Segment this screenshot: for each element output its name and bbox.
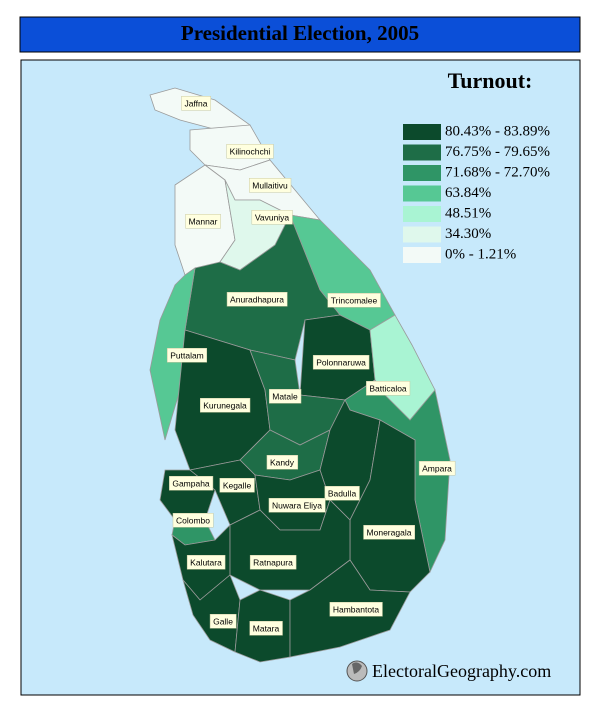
district-label: Matara: [253, 623, 280, 633]
footer-logo: [346, 660, 368, 682]
legend-label: 76.75% - 79.65%: [445, 144, 550, 160]
district-label: Mullaitivu: [252, 180, 288, 190]
legend-swatch: [403, 144, 441, 161]
district-label: Colombo: [176, 515, 210, 525]
title-bar: [19, 16, 581, 53]
label-box: [209, 614, 237, 629]
district-label: Anuradhapura: [230, 294, 284, 304]
district-label: Ratnapura: [253, 557, 293, 567]
label-box: [249, 621, 283, 636]
district-label: Puttalam: [170, 350, 204, 360]
district-label: Polonnaruwa: [316, 357, 366, 367]
label-box: [181, 96, 212, 111]
legend-swatch: [403, 206, 441, 222]
label-box: [366, 381, 411, 396]
legend-label: 0% - 1.21%: [445, 246, 516, 262]
legend-label: 71.68% - 72.70%: [445, 164, 550, 180]
district-label: Trincomalee: [331, 295, 378, 305]
legend-label: 34.30%: [445, 226, 491, 242]
footer-text: ElectoralGeography.com: [372, 661, 551, 681]
logo-icon-detail: [352, 662, 362, 674]
label-box: [329, 602, 383, 617]
district-label: Kandy: [270, 457, 295, 467]
legend-title: Turnout:: [448, 68, 533, 93]
legend-swatch: [403, 226, 441, 243]
district-label: Kegalle: [223, 480, 252, 490]
legend-label: 63.84%: [445, 185, 491, 201]
district-label: Mannar: [189, 216, 218, 226]
district-label: Matale: [272, 391, 298, 401]
legend-label: 80.43% - 83.89%: [445, 123, 550, 139]
district-label: Moneragala: [367, 527, 412, 537]
district-label: Jaffna: [184, 98, 207, 108]
legend-swatch: [403, 165, 441, 181]
label-box: [363, 525, 415, 540]
label-box: [166, 348, 208, 363]
legend-swatch: [403, 185, 441, 202]
label-box: [219, 478, 255, 493]
legend-label: 48.51%: [445, 205, 491, 221]
district-label: Kurunegala: [203, 400, 247, 410]
legend: 80.43% - 83.89% 76.75% - 79.65% 71.68% - 7…: [403, 123, 550, 263]
title: Presidential Election, 2005: [181, 21, 419, 45]
label-box: [251, 210, 293, 225]
label-box: [266, 455, 299, 470]
district-label: Kilinochchi: [230, 146, 271, 156]
district-label: Batticaloa: [369, 383, 407, 393]
legend-swatch: [403, 247, 441, 263]
label-box: [268, 389, 302, 404]
label-box: [169, 476, 214, 491]
label-box: [418, 461, 456, 476]
district-labels: Jaffna Kilinochchi Mullaitivu Mannar Vavuniy…: [166, 96, 456, 636]
label-box: [186, 555, 226, 570]
label-box: [226, 144, 274, 159]
district-label: Badulla: [328, 488, 357, 498]
label-box: [172, 513, 214, 528]
district-label: Galle: [213, 616, 233, 626]
label-box: [200, 398, 251, 413]
district-label: Vavuniya: [255, 212, 290, 222]
district-label: Nuwara Eliya: [272, 500, 322, 510]
district-label: Gampaha: [172, 478, 210, 488]
label-box: [312, 355, 370, 370]
label-box: [185, 214, 221, 229]
label-box: [249, 555, 297, 570]
district-label: Ampara: [422, 463, 452, 473]
legend-swatch: [403, 124, 441, 140]
label-box: [268, 498, 326, 513]
label-box: [226, 292, 288, 307]
district-label: Kalutara: [190, 557, 222, 567]
label-box: [324, 486, 360, 501]
label-box: [327, 293, 381, 308]
district-label: Hambantota: [333, 604, 380, 614]
label-box: [249, 178, 292, 193]
